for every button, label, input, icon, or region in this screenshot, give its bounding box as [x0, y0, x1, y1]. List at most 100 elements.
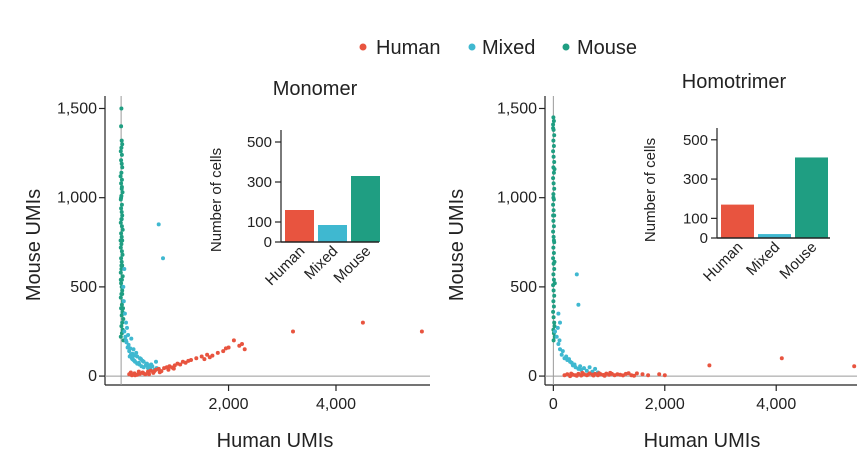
- inset-bar-mouse: [351, 176, 380, 242]
- inset-y-ticks: 0 100 300 500: [247, 134, 281, 251]
- point-mouse: [551, 338, 556, 343]
- y-tick-label: 1,000: [497, 190, 537, 207]
- point-mouse: [552, 186, 557, 191]
- point-mixed: [161, 256, 165, 261]
- point-mouse: [551, 181, 556, 186]
- inset-bar-chart: Number of cells 0 100 300 500 HumanMixedMou…: [208, 130, 380, 289]
- point-human: [852, 364, 857, 369]
- inset-bars: [721, 157, 828, 238]
- point-mouse: [118, 295, 123, 300]
- point-mixed: [124, 320, 128, 325]
- point-mixed: [556, 342, 561, 346]
- point-mixed: [576, 302, 581, 307]
- inset-y-tick-label: 0: [700, 230, 708, 247]
- inset-category-label: Mouse: [330, 243, 374, 287]
- point-human: [657, 372, 662, 377]
- point-mouse: [551, 176, 556, 181]
- point-mouse: [119, 206, 124, 211]
- point-mixed: [122, 329, 127, 334]
- inset-y-tick-label: 100: [247, 214, 272, 231]
- y-axis-title: Mouse UMIs: [23, 189, 45, 301]
- point-mouse: [551, 245, 556, 250]
- point-mixed: [558, 320, 562, 325]
- point-mouse: [551, 299, 556, 304]
- point-mouse: [551, 234, 556, 239]
- point-mouse: [118, 220, 123, 225]
- y-tick-label: 1,500: [497, 100, 537, 117]
- x-tick-label: 4,000: [756, 396, 796, 413]
- scatter-points: [551, 115, 857, 379]
- inset-y-tick-label: 500: [683, 132, 708, 149]
- point-mixed: [135, 354, 140, 359]
- legend-label-mouse: Mouse: [577, 37, 637, 59]
- point-mixed: [593, 366, 598, 371]
- y-tick-label: 500: [510, 279, 537, 296]
- point-human: [569, 371, 574, 376]
- point-human: [621, 373, 625, 378]
- point-mouse: [552, 133, 557, 138]
- point-mouse: [551, 115, 556, 120]
- point-human: [632, 373, 637, 378]
- point-human: [207, 355, 212, 360]
- point-mouse: [120, 274, 125, 279]
- point-human: [662, 373, 667, 378]
- point-mixed: [121, 284, 126, 289]
- point-mixed: [572, 362, 577, 367]
- point-mixed: [128, 346, 133, 351]
- point-mixed: [136, 360, 141, 365]
- point-mouse: [551, 144, 556, 148]
- point-mouse: [119, 217, 124, 222]
- inset-category-label: Mouse: [776, 239, 820, 283]
- point-mouse: [551, 154, 556, 159]
- inset-y-axis-title: Number of cells: [208, 148, 225, 252]
- point-human: [580, 370, 585, 375]
- point-human: [178, 362, 183, 367]
- y-axis-title: Mouse UMIs: [446, 189, 468, 301]
- point-mouse: [119, 249, 124, 254]
- point-mixed: [121, 299, 126, 304]
- point-mouse: [119, 195, 124, 200]
- point-mouse: [551, 170, 556, 175]
- point-human: [223, 346, 228, 351]
- point-human: [779, 356, 784, 361]
- inset-y-tick-label: 500: [247, 134, 272, 151]
- point-mixed: [139, 357, 143, 362]
- point-mouse: [551, 315, 556, 320]
- point-mouse: [552, 259, 557, 264]
- point-mouse: [120, 190, 125, 195]
- x-axis-title: Human UMIs: [644, 430, 761, 452]
- point-human: [634, 371, 639, 376]
- y-ticks: 0 500 1,000 1,500: [57, 100, 105, 385]
- point-mouse: [119, 145, 124, 150]
- point-mixed: [127, 354, 132, 359]
- point-human: [419, 329, 424, 334]
- point-human: [215, 350, 220, 355]
- point-human: [199, 354, 204, 359]
- point-human: [136, 369, 141, 374]
- point-mouse: [120, 165, 125, 170]
- point-mouse: [551, 272, 556, 277]
- point-mouse: [119, 152, 124, 157]
- point-mouse: [551, 304, 556, 309]
- point-mixed: [122, 311, 127, 316]
- legend: Human Mixed Mouse: [359, 37, 637, 59]
- point-mouse: [120, 320, 125, 325]
- y-tick-label: 1,500: [57, 100, 97, 117]
- point-mouse: [552, 160, 557, 164]
- point-human: [152, 369, 157, 374]
- point-mixed: [564, 354, 569, 359]
- x-tick-label: 2,000: [209, 396, 249, 413]
- point-human: [141, 371, 146, 376]
- point-human: [585, 372, 590, 377]
- point-human: [205, 352, 210, 357]
- point-mixed: [584, 368, 589, 373]
- point-mixed: [126, 342, 131, 347]
- point-mouse: [551, 202, 556, 207]
- y-tick-label: 500: [70, 279, 97, 296]
- point-mouse: [119, 234, 124, 239]
- point-mixed: [582, 366, 586, 371]
- point-mixed: [126, 333, 131, 337]
- point-mouse: [119, 267, 124, 271]
- point-human: [186, 358, 191, 363]
- point-human: [640, 372, 645, 377]
